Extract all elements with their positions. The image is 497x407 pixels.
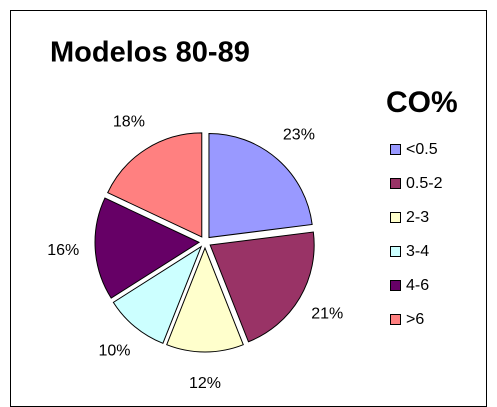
legend-swatch: [390, 212, 401, 223]
data-label: 23%: [283, 127, 315, 144]
legend-swatch: [390, 144, 401, 155]
data-label: 18%: [113, 113, 145, 130]
legend-label: 2-3: [406, 209, 429, 226]
legend-swatch: [390, 280, 401, 291]
data-label: 16%: [47, 242, 79, 259]
pie-slice: [209, 231, 315, 343]
legend-label: 0.5-2: [406, 175, 443, 192]
legend-swatch: [390, 314, 401, 325]
pie-slice: [166, 246, 244, 353]
data-label: 21%: [311, 306, 343, 323]
pie-slice: [94, 197, 201, 299]
legend-label: <0.5: [406, 141, 438, 158]
pie-slice: [208, 132, 313, 239]
pie-slice: [112, 245, 203, 344]
legend-swatch: [390, 178, 401, 189]
legend-title: CO%: [386, 86, 458, 119]
pie-slice: [107, 132, 203, 238]
data-label: 12%: [189, 375, 221, 392]
legend-swatch: [390, 246, 401, 257]
data-label: 10%: [98, 343, 130, 360]
chart-title: Modelos 80-89: [50, 37, 250, 69]
legend-label: 4-6: [406, 277, 429, 294]
legend-label: >6: [406, 311, 424, 328]
legend-label: 3-4: [406, 243, 429, 260]
